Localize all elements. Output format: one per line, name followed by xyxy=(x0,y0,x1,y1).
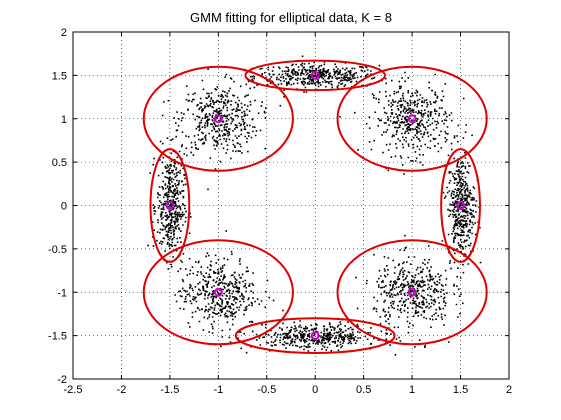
gaussian-ellipse-8 xyxy=(234,317,396,354)
x-tick-label: -2.5 xyxy=(64,384,83,396)
y-tick-label: 1.5 xyxy=(52,70,67,82)
cluster-center-5 xyxy=(456,201,466,210)
gaussian-ellipse-2 xyxy=(142,65,294,172)
gaussian-ellipses xyxy=(142,59,488,354)
y-tick-label: 2 xyxy=(61,27,67,39)
y-tick-label: 1 xyxy=(61,114,67,126)
cluster-center-1 xyxy=(310,70,320,80)
x-tick-label: -2 xyxy=(117,384,127,396)
cluster-points-1 xyxy=(207,55,403,98)
x-tick-label: 2 xyxy=(506,384,512,396)
gaussian-ellipse-4 xyxy=(149,148,191,263)
cluster-points-8 xyxy=(228,318,450,356)
x-tick-label: 0 xyxy=(312,384,318,396)
y-tick-label: 0 xyxy=(61,201,67,213)
x-tick-label: 0.5 xyxy=(356,384,371,396)
grid-lines xyxy=(73,32,509,379)
cluster-centers xyxy=(165,70,466,341)
y-tick-label: 0.5 xyxy=(52,157,67,169)
x-tick-label: -0.5 xyxy=(257,384,276,396)
cluster-center-2 xyxy=(213,114,223,124)
x-tick-label: -1 xyxy=(213,384,223,396)
y-tick-label: -2 xyxy=(57,374,67,386)
cluster-center-6 xyxy=(213,287,223,297)
cluster-points-2 xyxy=(161,76,282,191)
cluster-center-8 xyxy=(310,331,320,341)
cluster-points-3 xyxy=(339,71,467,175)
cluster-center-7 xyxy=(407,287,417,297)
gaussian-ellipse-7 xyxy=(336,239,488,346)
cluster-center-4 xyxy=(165,201,175,210)
gaussian-ellipse-1 xyxy=(244,59,386,92)
cluster-points-7 xyxy=(355,234,464,348)
cluster-points-4 xyxy=(147,129,192,273)
gaussian-ellipse-5 xyxy=(440,148,481,263)
y-tick-label: -1.5 xyxy=(48,331,67,343)
y-tick-label: -1 xyxy=(57,287,67,299)
gaussian-ellipse-6 xyxy=(142,239,294,346)
x-tick-label: 1 xyxy=(409,384,415,396)
y-tick-label: -0.5 xyxy=(48,244,67,256)
axis-ticks: -2.5 -2 -1.5 -1 -0.5 0 0.5 1 1.5 2-2-1.5-1-0.500.… xyxy=(48,27,512,396)
x-tick-label: -1.5 xyxy=(160,384,179,396)
cluster-center-3 xyxy=(407,114,417,124)
x-tick-label: 1.5 xyxy=(453,384,468,396)
gaussian-ellipse-3 xyxy=(336,65,488,172)
chart-title: GMM fitting for elliptical data, K = 8 xyxy=(190,10,392,25)
